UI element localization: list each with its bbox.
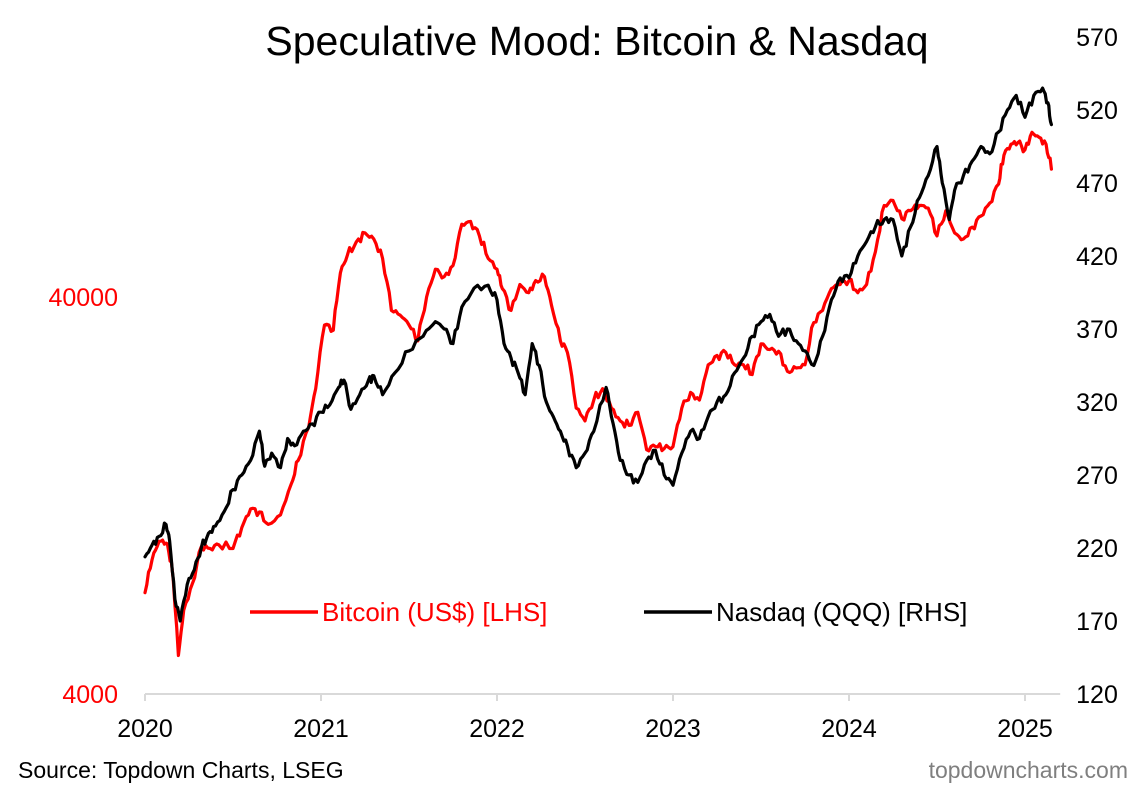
right-tick-label: 270 — [1076, 462, 1118, 490]
x-tick-label: 2020 — [117, 715, 173, 743]
nasdaq-line — [143, 86, 1053, 623]
right-tick-label: 370 — [1076, 316, 1118, 344]
right-axis: 120 170 220 270 320 370 420 470 520 570 — [1076, 24, 1118, 709]
right-tick-label: 220 — [1076, 535, 1118, 563]
right-tick-label: 420 — [1076, 243, 1118, 271]
left-axis: 4000 40000 — [48, 284, 118, 709]
bitcoin-line — [143, 130, 1053, 658]
source-note: Source: Topdown Charts, LSEG — [18, 757, 344, 783]
brand-watermark: topdowncharts.com — [929, 757, 1128, 783]
right-tick-label: 570 — [1076, 24, 1118, 52]
x-axis: 2020 2021 2022 2023 2024 2025 — [117, 693, 1061, 743]
right-tick-label: 470 — [1076, 170, 1118, 198]
x-tick-label: 2021 — [293, 715, 349, 743]
legend-bitcoin-label: Bitcoin (US$) [LHS] — [322, 597, 547, 627]
left-tick-label: 40000 — [48, 284, 118, 312]
series-layer — [143, 86, 1053, 658]
x-tick-label: 2025 — [997, 715, 1053, 743]
left-tick-label: 4000 — [62, 681, 118, 709]
legend: Bitcoin (US$) [LHS] Nasdaq (QQQ) [RHS] — [250, 597, 967, 627]
x-tick-label: 2023 — [645, 715, 701, 743]
right-tick-label: 520 — [1076, 97, 1118, 125]
chart-title: Speculative Mood: Bitcoin & Nasdaq — [265, 18, 928, 64]
x-tick-label: 2022 — [469, 715, 525, 743]
right-tick-label: 320 — [1076, 389, 1118, 417]
legend-nasdaq-label: Nasdaq (QQQ) [RHS] — [716, 597, 967, 627]
right-tick-label: 120 — [1076, 681, 1118, 709]
x-tick-label: 2024 — [821, 715, 877, 743]
right-tick-label: 170 — [1076, 608, 1118, 636]
